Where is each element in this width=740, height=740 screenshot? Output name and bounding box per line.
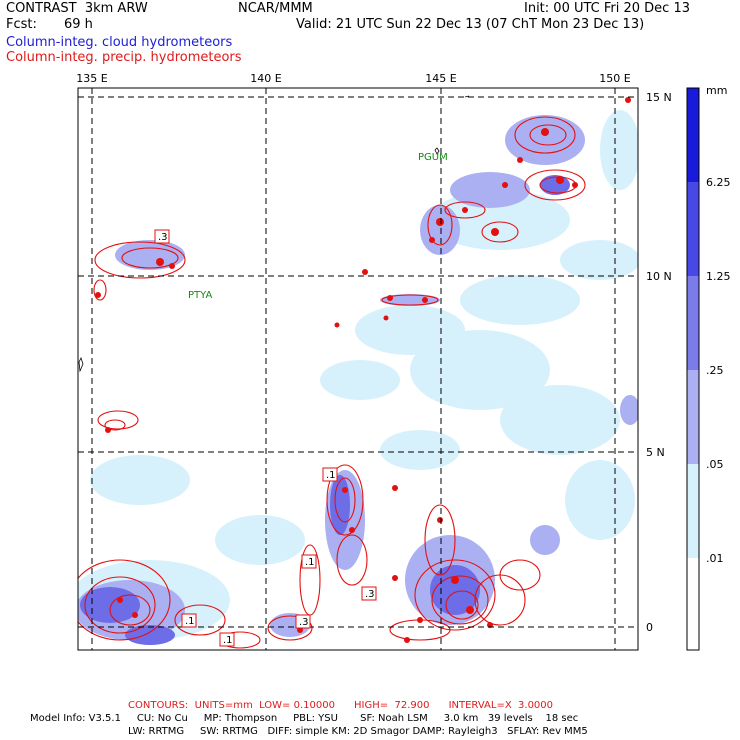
field-cloud-label: Column-integ. cloud hydrometeors (6, 35, 233, 50)
model-info-line1: Model Info: V3.5.1 CU: No Cu MP: Thompso… (30, 713, 579, 724)
contour-label: .3 (365, 589, 375, 600)
contour-label-box: .1 (301, 554, 317, 569)
init-time: Init: 00 UTC Fri 20 Dec 13 (524, 1, 690, 16)
valid-time: Valid: 21 UTC Sun 22 Dec 13 (07 ChT Mon … (296, 17, 645, 32)
contour-label-box: .1 (0, 0, 10, 3)
colorbar-level: .01 (706, 552, 724, 565)
lat-labels: 15 N 10 N 5 N 0 (646, 91, 672, 634)
colorbar-level: .25 (706, 364, 724, 377)
precip-cores (95, 97, 631, 643)
colorbar-segment (687, 558, 699, 650)
colorbar: mm 6.25 1.25 .25 .05 .01 (686, 84, 731, 651)
lon-labels: 135 E 140 E 145 E 150 E (76, 72, 630, 85)
model-info-line2: LW: RRTMG SW: RRTMG DIFF: simple KM: 2D … (128, 726, 588, 737)
contour-label-box: .3 (154, 229, 170, 244)
colorbar-level: .05 (706, 458, 724, 471)
colorbar-segment (687, 88, 699, 182)
contour-label: .1 (326, 470, 336, 481)
colorbar-segment (687, 182, 699, 276)
lon-label: 145 E (425, 72, 456, 85)
contour-label: .3 (158, 232, 168, 243)
contour-label-box: .3 (361, 586, 377, 601)
colorbar-segment (687, 370, 699, 464)
forecast-label: Fcst: (6, 17, 37, 32)
contour-label: .3 (299, 617, 309, 628)
contour-label-box: .1 (181, 613, 197, 628)
lat-label: 5 N (646, 446, 665, 459)
lon-label: 135 E (76, 72, 107, 85)
hydrometeor-field (78, 97, 638, 649)
colorbar-segment (687, 276, 699, 370)
station-labels: PGUM PTYA (188, 152, 448, 301)
field-precip-label: Column-integ. precip. hydrometeors (6, 50, 242, 65)
contour-info: CONTOURS: UNITS=mm LOW= 0.10000 HIGH= 72… (128, 700, 554, 711)
contour-label-box: .1 (219, 632, 235, 647)
colorbar-level: 6.25 (706, 176, 731, 189)
product-title: CONTRAST 3km ARW (6, 1, 148, 16)
lat-label: 0 (646, 621, 653, 634)
contour-labels: .3 .1 .1 .3 .1 .1 .3 .1 (0, 0, 377, 647)
coastlines (78, 95, 470, 373)
contour-label-box: .1 (322, 467, 338, 482)
lon-label: 140 E (250, 72, 281, 85)
lat-label: 15 N (646, 91, 672, 104)
forecast-hour: 69 h (64, 17, 93, 32)
contour-label-box: .3 (295, 614, 311, 629)
colorbar-unit: mm (706, 84, 727, 97)
lat-label: 10 N (646, 270, 672, 283)
contour-label: .1 (185, 616, 195, 627)
colorbar-level: 1.25 (706, 270, 731, 283)
station-label-ptya: PTYA (188, 290, 212, 301)
lon-label: 150 E (599, 72, 630, 85)
station-label-pgum: PGUM (418, 152, 448, 163)
contour-label: .1 (223, 635, 233, 646)
colorbar-segment (687, 464, 699, 558)
organization-label: NCAR/MMM (238, 1, 313, 16)
graticule (78, 88, 638, 650)
contour-label: .1 (305, 557, 315, 568)
plot-frame (77, 87, 639, 651)
